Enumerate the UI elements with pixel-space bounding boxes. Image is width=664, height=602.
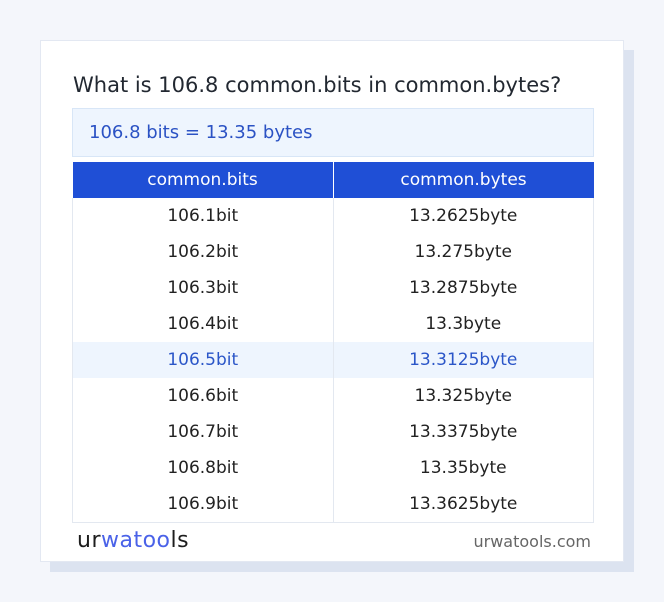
table-row: 106.1bit 13.2625byte xyxy=(72,198,594,234)
bits-cell: 106.3bit xyxy=(72,270,334,306)
table-row: 106.2bit 13.275byte xyxy=(72,234,594,270)
bytes-cell: 13.3625byte xyxy=(332,486,594,523)
bytes-cell: 13.3125byte xyxy=(332,342,594,378)
bytes-cell: 13.35byte xyxy=(332,450,594,486)
conversion-table: common.bits common.bytes 106.1bit 13.2625… xyxy=(72,162,594,523)
site-link[interactable]: urwatools.com xyxy=(473,532,592,551)
bits-cell: 106.7bit xyxy=(72,414,334,450)
table-row: 106.7bit 13.3375byte xyxy=(72,414,594,450)
bytes-cell: 13.2625byte xyxy=(332,198,594,234)
bytes-cell: 13.325byte xyxy=(332,378,594,414)
table-row: 106.6bit 13.325byte xyxy=(72,378,594,414)
result-box: 106.8 bits = 13.35 bytes xyxy=(72,108,594,157)
bits-cell: 106.9bit xyxy=(72,486,334,523)
table-row: 106.3bit 13.2875byte xyxy=(72,270,594,306)
table-row: 106.4bit 13.3byte xyxy=(72,306,594,342)
bits-cell: 106.6bit xyxy=(72,378,334,414)
urwatools-logo[interactable]: urwatools xyxy=(77,528,190,553)
bytes-cell: 13.275byte xyxy=(332,234,594,270)
table-row: 106.9bit 13.3625byte xyxy=(72,486,594,523)
bits-cell: 106.8bit xyxy=(72,450,334,486)
bits-cell: 106.4bit xyxy=(72,306,334,342)
bytes-cell: 13.3375byte xyxy=(332,414,594,450)
bits-cell: 106.2bit xyxy=(72,234,334,270)
bits-cell: 106.1bit xyxy=(72,198,334,234)
bytes-cell: 13.3byte xyxy=(332,306,594,342)
bits-cell: 106.5bit xyxy=(72,342,334,378)
column-header-bytes: common.bytes xyxy=(332,162,594,198)
column-header-bits: common.bits xyxy=(72,162,333,198)
table-row: 106.8bit 13.35byte xyxy=(72,450,594,486)
page-title: What is 106.8 common.bits in common.byte… xyxy=(73,73,562,97)
table-row: 106.5bit 13.3125byte xyxy=(72,342,594,378)
conversion-card: What is 106.8 common.bits in common.byte… xyxy=(40,40,624,562)
bytes-cell: 13.2875byte xyxy=(332,270,594,306)
